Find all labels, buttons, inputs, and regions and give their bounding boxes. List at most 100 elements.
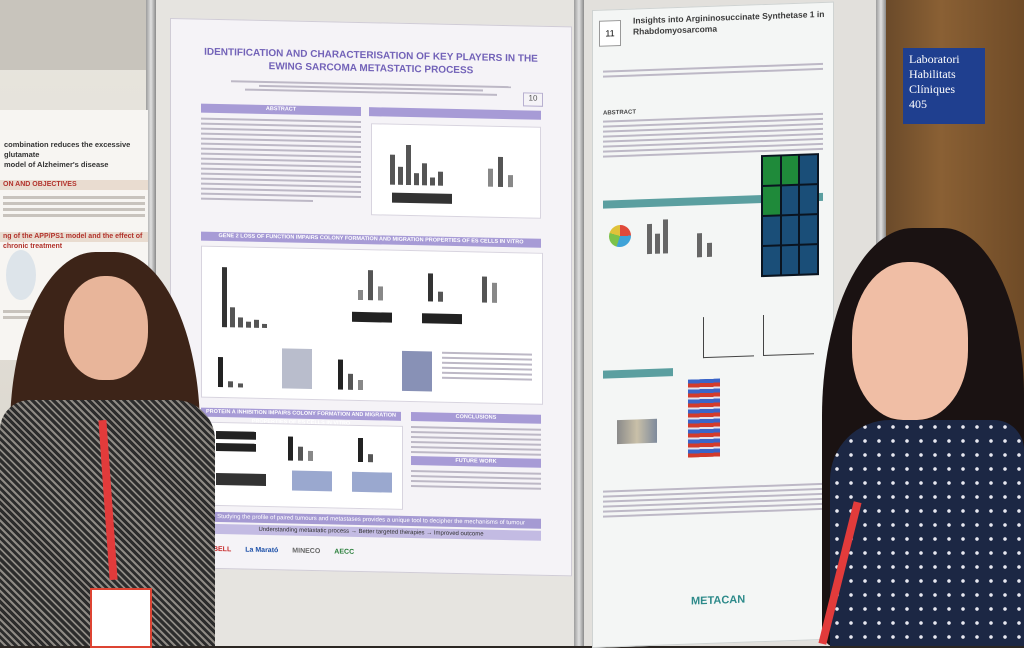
poster-title: Insights into Argininosuccinate Syntheta… — [633, 8, 825, 37]
room-sign-line: Habilitats — [909, 67, 956, 81]
conclusions-text — [411, 426, 541, 459]
figure-bar-chart — [371, 123, 541, 219]
bar — [508, 175, 513, 188]
chart-bars — [422, 261, 532, 303]
future-work-text — [411, 470, 541, 493]
text-line — [3, 202, 145, 205]
bar — [348, 373, 353, 390]
bar — [707, 242, 712, 257]
bar — [390, 154, 395, 185]
bar — [655, 233, 660, 254]
poster-number: 11 — [599, 19, 621, 47]
section-heading: ABSTRACT — [603, 109, 636, 117]
section-band — [603, 368, 673, 379]
ceiling — [0, 0, 150, 70]
right-poster: 11 Insights into Argininosuccinate Synth… — [592, 1, 834, 648]
abstract-text — [201, 117, 361, 206]
chart-bars — [332, 349, 392, 391]
western-blot — [216, 442, 256, 452]
bar — [288, 436, 293, 461]
bar — [438, 171, 443, 186]
bar — [228, 381, 233, 388]
figure-panel — [201, 421, 403, 510]
left-poster-title-text: combination reduces the excessive glutam… — [4, 140, 131, 159]
figure-panel — [201, 245, 543, 405]
section-heading: FUTURE WORK — [411, 456, 541, 468]
bar — [492, 282, 497, 303]
logo-metacan: METACAN — [691, 593, 746, 608]
section-heading: PROTEIN A INHIBITION IMPAIRS COLONY FORM… — [201, 407, 401, 427]
bar — [238, 383, 243, 388]
board-pole — [574, 0, 584, 646]
microscopy-image — [617, 418, 657, 445]
chart-bars — [352, 432, 392, 463]
chart-bars — [693, 216, 733, 258]
line-chart — [703, 315, 754, 359]
section-heading: CONCLUSIONS — [411, 412, 541, 424]
bar — [482, 276, 487, 303]
bar — [697, 233, 702, 258]
left-poster-title: combination reduces the excessive glutam… — [4, 140, 144, 170]
chart-bars — [212, 347, 272, 388]
chart-bars — [386, 135, 466, 187]
bar — [262, 323, 267, 329]
figure-legend-text — [442, 351, 532, 394]
western-blot — [392, 192, 452, 204]
bar — [663, 219, 668, 254]
bar — [438, 291, 443, 302]
pie-figure — [609, 224, 631, 248]
heatmap-figure — [688, 378, 720, 458]
room-sign-line: 405 — [909, 97, 927, 111]
bar — [358, 437, 363, 463]
person-right-body — [830, 420, 1024, 646]
bar — [246, 321, 251, 328]
bar — [368, 270, 373, 301]
bar — [298, 446, 303, 461]
western-blot — [352, 311, 392, 323]
western-blot — [216, 472, 266, 487]
room-sign-line: Laboratori — [909, 52, 960, 66]
bar — [378, 286, 383, 301]
bar — [498, 156, 503, 187]
sponsor-logos: IDIBELL La Marató MINECO AECC — [201, 540, 541, 565]
bar — [308, 450, 313, 461]
chart-bars — [482, 147, 532, 188]
room-sign-line: Clíniques — [909, 82, 956, 96]
bar — [218, 357, 223, 388]
bar — [230, 307, 235, 328]
chart-bars — [643, 213, 683, 255]
name-badge — [90, 588, 152, 648]
bar — [428, 273, 433, 302]
section-heading: ABSTRACT — [201, 103, 361, 117]
bar — [406, 144, 411, 186]
left-poster-subtitle-text: model of Alzheimer's disease — [4, 160, 109, 169]
bar — [358, 379, 363, 391]
bar — [238, 317, 243, 328]
text-line — [3, 208, 145, 211]
bar — [398, 166, 403, 185]
poster-authors — [231, 80, 511, 96]
bar — [422, 163, 427, 186]
chart-bars — [282, 430, 332, 461]
bar — [222, 267, 227, 328]
bar — [338, 359, 343, 390]
figure-chart — [6, 250, 36, 300]
line-chart — [763, 313, 814, 357]
bar — [368, 454, 373, 463]
main-poster: IDENTIFICATION AND CHARACTERISATION OF K… — [170, 18, 572, 577]
western-blot — [216, 430, 256, 440]
section-heading — [369, 107, 541, 120]
bar — [254, 319, 259, 328]
poster-number: 10 — [523, 92, 543, 107]
section-heading: GENE 2 LOSS OF FUNCTION IMPAIRS COLONY F… — [201, 231, 541, 248]
logo-la-marato: La Marató — [245, 546, 279, 554]
bar — [414, 173, 419, 186]
bar — [430, 177, 435, 186]
left-poster-section: ng of the APP/PS1 model and the effect o… — [0, 232, 148, 250]
text-line — [3, 214, 145, 217]
western-blot — [422, 313, 462, 325]
microscopy-image — [282, 348, 312, 389]
text-line — [3, 196, 145, 199]
bar — [358, 289, 363, 301]
logo-mineco: MINECO — [292, 547, 321, 555]
